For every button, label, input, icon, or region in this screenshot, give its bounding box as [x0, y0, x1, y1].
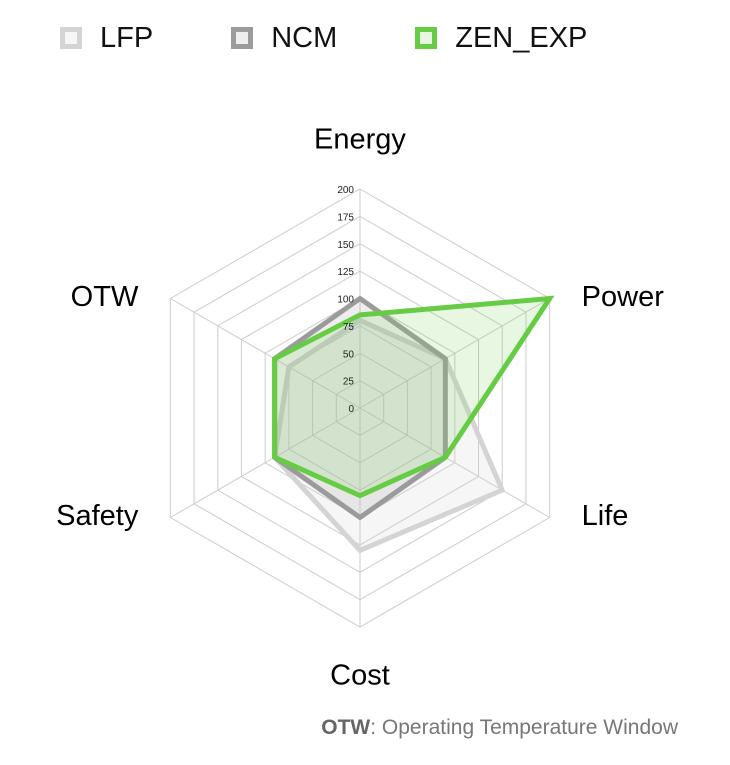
footnote-text: : Operating Temperature Window [370, 716, 678, 739]
tick-label-75: 75 [343, 322, 355, 333]
legend-swatch-zen-exp [415, 27, 438, 49]
axis-spoke-otw [170, 298, 361, 409]
tick-label-50: 50 [343, 349, 355, 360]
axis-label-life: Life [582, 500, 629, 532]
tick-label-100: 100 [337, 295, 354, 306]
tick-label-0: 0 [348, 404, 354, 415]
axis-label-safety: Safety [56, 500, 139, 532]
axis-spoke-life [359, 407, 550, 518]
legend-item-lfp[interactable]: LFP [60, 22, 153, 55]
axis-label-cost: Cost [330, 660, 390, 692]
axis-label-energy: Energy [314, 124, 406, 156]
legend-label-zen-exp: ZEN_EXP [455, 21, 588, 54]
legend-item-zen-exp[interactable]: ZEN_EXP [415, 22, 587, 55]
tick-label-125: 125 [337, 267, 354, 278]
tick-label-200: 200 [337, 185, 354, 196]
legend-label-ncm: NCM [271, 21, 338, 54]
axis-spoke-safety [170, 407, 361, 518]
series-zen-exp [272, 295, 555, 499]
tick-label-150: 150 [337, 240, 354, 251]
footnote-abbr: OTW [321, 716, 371, 739]
footnote: OTW: Operating Temperature Window [321, 716, 678, 740]
legend-item-ncm[interactable]: NCM [231, 22, 337, 55]
legend-swatch-ncm [231, 27, 254, 49]
axis-label-power: Power [582, 281, 665, 313]
tick-label-175: 175 [337, 212, 354, 223]
legend-swatch-lfp [60, 27, 82, 49]
legend: LFP NCM ZEN_EXP [60, 18, 665, 58]
tick-label-25: 25 [343, 377, 355, 388]
legend-label-lfp: LFP [100, 21, 154, 54]
axis-label-otw: OTW [71, 281, 139, 313]
radar-chart: 0 25 50 75 100 125 150 175 200 Energy Power Life Cos… [56, 124, 665, 692]
axis-spoke-power [359, 298, 550, 409]
